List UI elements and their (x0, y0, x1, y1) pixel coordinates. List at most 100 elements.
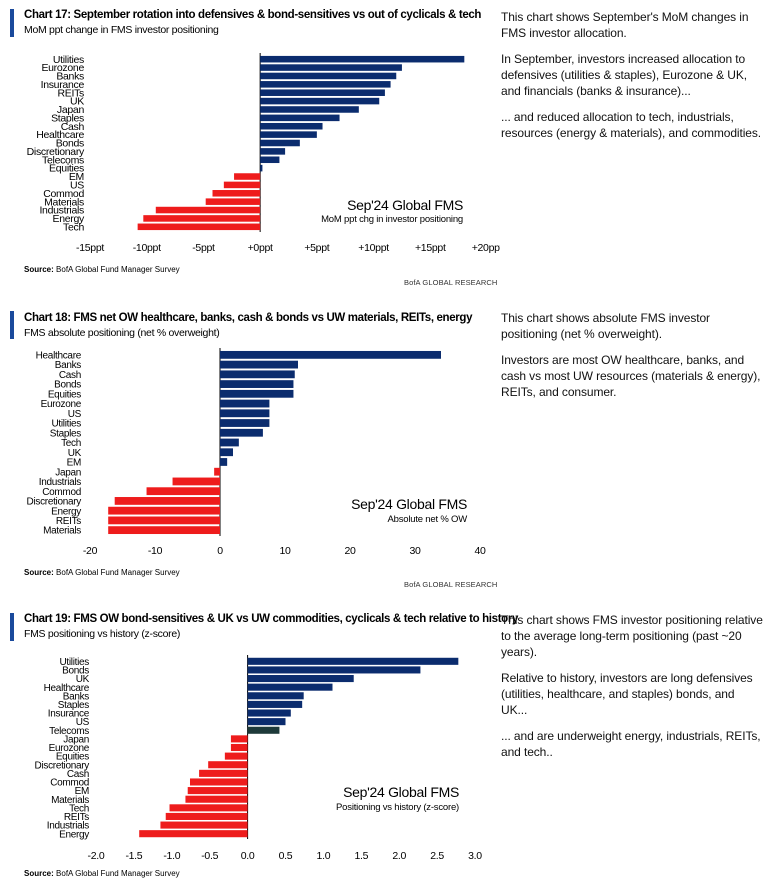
bar (138, 224, 261, 231)
bar (260, 131, 317, 138)
bar (231, 744, 248, 751)
bar (248, 684, 333, 691)
annotation-subtitle: Positioning vs history (z-score) (336, 802, 459, 813)
bar (220, 361, 298, 369)
bar (108, 517, 220, 525)
source-text: BofA Global Fund Manager Survey (56, 265, 180, 274)
bar (170, 804, 248, 811)
bar (260, 106, 359, 113)
bar (108, 507, 220, 515)
x-tick-label: 0.0 (241, 850, 255, 862)
bar (260, 165, 262, 172)
bar (220, 458, 227, 466)
bar (260, 73, 396, 80)
bar (206, 198, 260, 205)
bar (220, 351, 441, 359)
x-tick-label: +5ppt (304, 242, 329, 254)
chart-19-plot: UtilitiesBondsUKHealthcareBanksStaplesIn… (0, 608, 500, 870)
bar (220, 448, 233, 456)
bar (260, 89, 385, 96)
bar (248, 675, 354, 682)
x-tick-label: -0.5 (201, 850, 218, 862)
description-paragraph: In September, investors increased alloca… (501, 51, 763, 99)
x-tick-label: 20 (344, 545, 356, 557)
x-tick-label: -10 (148, 545, 163, 557)
x-tick-label: -15ppt (76, 242, 104, 254)
brand-label: BofA GLOBAL RESEARCH (404, 278, 497, 287)
x-tick-label: 2.0 (392, 850, 406, 862)
brand-label: BofA GLOBAL RESEARCH (404, 580, 497, 589)
annotation-subtitle: Absolute net % OW (388, 514, 468, 525)
bar (208, 761, 247, 768)
bar (248, 718, 286, 725)
annotation-title: Sep'24 Global FMS (347, 197, 463, 213)
bar (260, 156, 279, 163)
x-tick-label: 1.0 (317, 850, 331, 862)
bar (234, 173, 260, 180)
x-tick-label: 10 (279, 545, 291, 557)
bar (260, 115, 339, 122)
description-paragraph: This chart shows September's MoM changes… (501, 9, 763, 41)
bar (220, 439, 239, 447)
x-tick-label: -10ppt (133, 242, 161, 254)
x-tick-label: +20ppt (472, 242, 500, 254)
x-tick-label: 1.5 (354, 850, 368, 862)
bar (260, 56, 464, 63)
bar (248, 727, 280, 734)
description-paragraph: This chart shows absolute FMS investor p… (501, 310, 763, 342)
bar (248, 692, 304, 699)
x-tick-label: 2.5 (430, 850, 444, 862)
description-paragraph: ... and are underweight energy, industri… (501, 728, 763, 760)
x-tick-label: -1.0 (163, 850, 180, 862)
bar (185, 796, 247, 803)
bar (188, 787, 248, 794)
bar (248, 666, 421, 673)
annotation-subtitle: MoM ppt chg in investor positioning (321, 214, 463, 225)
bar (213, 190, 261, 197)
bar (220, 419, 269, 427)
bar (260, 148, 285, 155)
category-label: Tech (63, 221, 84, 233)
category-label: Materials (43, 526, 81, 537)
x-tick-label: +10ppt (358, 242, 389, 254)
bar (260, 123, 322, 130)
bar (248, 709, 291, 716)
x-tick-label: 3.0 (468, 850, 482, 862)
chart-19-block: Chart 19: FMS OW bond-sensitives & UK vs… (0, 608, 773, 877)
bar (225, 753, 248, 760)
description-paragraph: ... and reduced allocation to tech, indu… (501, 109, 763, 141)
bar (166, 813, 248, 820)
bar (147, 487, 220, 495)
bar (108, 526, 220, 534)
chart-18-plot: HealthcareBanksCashBondsEquitiesEurozone… (0, 305, 500, 567)
category-label: Energy (59, 829, 89, 840)
bar (260, 64, 402, 71)
bar (260, 81, 390, 88)
x-tick-label: 0.5 (279, 850, 293, 862)
chart-17-plot: UtilitiesEurozoneBanksInsuranceREITsUKJa… (0, 0, 500, 265)
bar (248, 701, 303, 708)
bar (143, 215, 260, 222)
bar (173, 478, 220, 486)
bar (248, 658, 459, 665)
bar (115, 497, 220, 505)
annotation-title: Sep'24 Global FMS (343, 784, 459, 800)
x-tick-label: 0 (217, 545, 223, 557)
x-tick-label: -2.0 (88, 850, 105, 862)
source-text: BofA Global Fund Manager Survey (56, 568, 180, 577)
bar (220, 400, 269, 408)
source-label: Source: (24, 568, 54, 577)
bar (214, 468, 220, 476)
x-tick-label: 40 (474, 545, 486, 557)
description-paragraph: This chart shows FMS investor positionin… (501, 612, 763, 660)
chart-19-description: This chart shows FMS investor positionin… (501, 612, 763, 770)
source-label: Source: (24, 265, 54, 274)
x-tick-label: -20 (83, 545, 98, 557)
x-tick-label: +0ppt (248, 242, 273, 254)
bar (231, 735, 248, 742)
bar (220, 390, 293, 398)
x-tick-label: -5ppt (192, 242, 215, 254)
x-tick-label: -1.5 (125, 850, 142, 862)
bar (260, 140, 300, 147)
chart-18-description: This chart shows absolute FMS investor p… (501, 310, 763, 410)
